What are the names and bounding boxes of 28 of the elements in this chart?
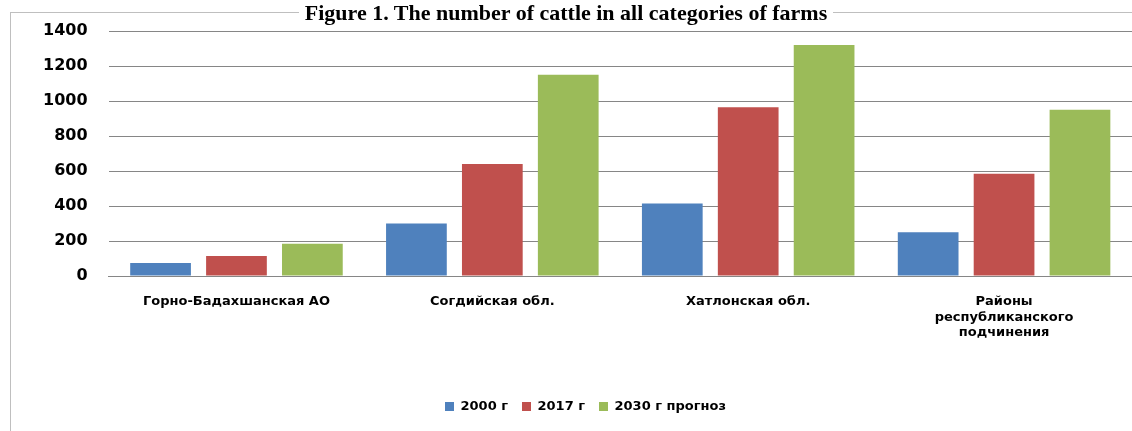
y-tick-label: 400 xyxy=(54,195,88,215)
bar xyxy=(1049,109,1111,276)
y-tick-label: 200 xyxy=(54,230,88,250)
legend-label: 2000 г xyxy=(460,397,509,413)
bar xyxy=(973,173,1035,276)
x-tick-label: Районы республиканского подчинения xyxy=(934,293,1074,340)
y-tick-label: 800 xyxy=(54,125,88,145)
bar xyxy=(641,203,703,276)
bar xyxy=(282,243,343,276)
y-tick-label: 600 xyxy=(54,160,88,180)
bar xyxy=(793,45,855,276)
bar xyxy=(897,232,959,276)
bar xyxy=(130,262,191,276)
y-tick-label: 1200 xyxy=(43,55,88,75)
y-tick-label: 1000 xyxy=(43,90,88,110)
bar xyxy=(537,74,599,276)
bar xyxy=(461,164,523,276)
y-tick-label: 0 xyxy=(76,265,88,285)
bar xyxy=(386,223,447,276)
legend-label: 2017 г xyxy=(537,397,586,413)
chart-title: Figure 1. The number of cattle in all categories of farms xyxy=(298,0,834,25)
bar xyxy=(717,107,779,276)
x-tick-label: Горно-Бадахшанская АО xyxy=(142,293,330,309)
x-tick-label: Согдийская обл. xyxy=(430,293,555,309)
bar xyxy=(206,255,267,276)
y-tick-label: 1400 xyxy=(43,20,88,40)
legend-label: 2030 г прогноз xyxy=(614,397,727,413)
x-tick-label: Хатлонская обл. xyxy=(685,293,811,309)
